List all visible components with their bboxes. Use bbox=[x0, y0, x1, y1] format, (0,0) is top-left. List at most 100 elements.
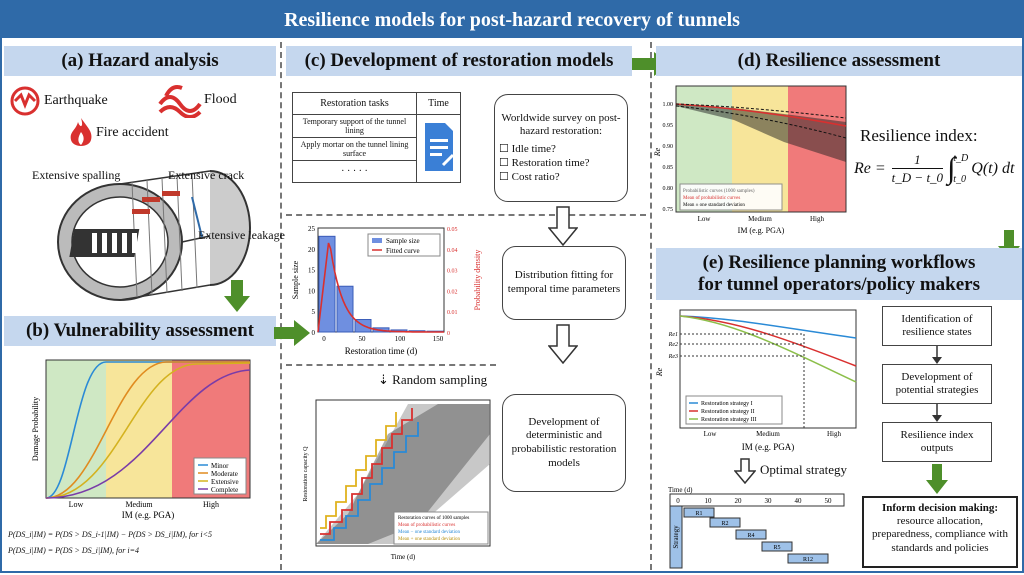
workflow-arrow-1 bbox=[932, 346, 942, 364]
flood-icon bbox=[158, 85, 202, 118]
histogram-bar bbox=[336, 285, 354, 333]
histogram-y2tick: 0 bbox=[447, 331, 450, 337]
fragility-legend-complete: Complete bbox=[211, 486, 238, 494]
histogram-chart: 0 5 10 15 20 25 0 0.01 0.02 0.03 0.04 0.05 0 50 100 150… bbox=[288, 220, 488, 360]
histogram-xtick: 0 bbox=[322, 335, 326, 343]
resilience-svg: 1.00 0.95 0.90 0.85 0.80 0.75 Probabilis… bbox=[653, 85, 847, 235]
formula-lower: t_0 bbox=[953, 174, 967, 185]
planning-strategy-2 bbox=[679, 315, 857, 367]
workflow-step-3: Resilience index outputs bbox=[882, 422, 992, 462]
histogram-ylabel-left: Sample size bbox=[291, 260, 300, 299]
restoration-legend-4: Mean + one standard deviation bbox=[398, 537, 460, 542]
planning-tick-low: Low bbox=[704, 430, 718, 438]
survey-item-1-label: Idle time? bbox=[511, 143, 556, 156]
planning-chart: Re1 Re2 Re3 Restoration strategy I Resto… bbox=[654, 304, 860, 456]
gantt-col-3: 30 bbox=[765, 497, 773, 505]
section-d-title: (d) Resilience assessment bbox=[656, 46, 1022, 76]
right-arrow-b bbox=[274, 320, 310, 346]
resilience-legend-2: Mean of probabilistic curves bbox=[683, 196, 740, 201]
resilience-tick-medium: Medium bbox=[748, 215, 772, 223]
workflow-step-1: Identification of resilience states bbox=[882, 306, 992, 346]
fragility-legend-minor: Minor bbox=[211, 462, 229, 470]
histogram-ytick: 20 bbox=[308, 246, 316, 254]
table-row-3: · · · · · bbox=[292, 160, 417, 183]
fragility-chart: Minor Moderate Extensive Complete Low Me… bbox=[16, 354, 256, 522]
resilience-ytick-3: 0.85 bbox=[663, 165, 674, 171]
gantt-task-4-label: R5 bbox=[773, 545, 780, 551]
fragility-curve-minor bbox=[45, 361, 250, 499]
restoration-minus-sd-curve bbox=[320, 422, 419, 541]
gantt-task-1-label: R1 bbox=[695, 511, 702, 517]
survey-title: Worldwide survey on post-hazard restorat… bbox=[501, 111, 621, 138]
histogram-y2tick: 0.05 bbox=[447, 227, 458, 233]
hazard-fire: Fire accident bbox=[66, 116, 169, 150]
hollow-arrow-2 bbox=[548, 324, 578, 364]
divider-c-1 bbox=[286, 214, 646, 216]
survey-item-2: ☐ Restoration time? bbox=[499, 156, 590, 169]
gantt-side bbox=[669, 505, 683, 569]
resilience-chart: 1.00 0.95 0.90 0.85 0.80 0.75 Probabilis… bbox=[653, 82, 850, 238]
planning-re3: Re3 bbox=[668, 354, 678, 360]
resilience-legend-1: Probabilistic curves (1000 samples) bbox=[683, 189, 755, 194]
formula-integral: ∫ t_D t_0 Q(t) dt bbox=[947, 153, 1014, 185]
gantt-header-label: Time (d) bbox=[668, 486, 693, 494]
deterministic-box: Development of deterministic and probabi… bbox=[502, 394, 626, 492]
restoration-ylabel: Restoration capacity Q bbox=[303, 446, 309, 502]
table-header-tasks: Restoration tasks bbox=[292, 92, 417, 115]
planning-legend-1: Restoration strategy I bbox=[701, 401, 753, 407]
planning-re1: Re1 bbox=[668, 332, 678, 338]
gantt-col-0: 0 bbox=[676, 497, 680, 505]
resilience-index-label: Resilience index: bbox=[860, 126, 978, 145]
histogram-ytick: 5 bbox=[312, 308, 316, 316]
gantt-col-2: 20 bbox=[735, 497, 743, 505]
resilience-upper-sd bbox=[675, 103, 847, 119]
down-arrow-a bbox=[224, 280, 250, 312]
survey-item-3: ☐ Cost ratio? bbox=[499, 170, 560, 183]
survey-item-1: ☐ Idle time? bbox=[499, 143, 556, 156]
survey-box: Worldwide survey on post-hazard restorat… bbox=[494, 94, 628, 202]
histogram-ytick: 25 bbox=[308, 225, 316, 233]
section-b-title: (b) Vulnerability assessment bbox=[4, 316, 276, 346]
histogram-bar bbox=[318, 235, 336, 333]
fragility-curve-extensive bbox=[45, 362, 251, 499]
gantt-task-1 bbox=[683, 507, 715, 518]
resilience-tick-low: Low bbox=[698, 215, 712, 223]
restoration-core-band bbox=[316, 404, 490, 544]
section-c-title: (c) Development of restoration models bbox=[286, 46, 632, 76]
resilience-ytick-1: 0.95 bbox=[663, 123, 674, 129]
histogram-y2tick: 0.01 bbox=[447, 310, 458, 316]
histogram-ytick: 10 bbox=[308, 287, 316, 295]
restoration-legend-1: Restoration curves of 1000 samples bbox=[398, 516, 469, 521]
histogram-ylabel-right: Probability density bbox=[473, 250, 482, 311]
fire-icon bbox=[70, 118, 92, 146]
workflow-step-2: Development of potential strategies bbox=[882, 364, 992, 404]
section-e-line1: (e) Resilience planning workflows bbox=[702, 252, 976, 273]
fragility-legend-extensive: Extensive bbox=[211, 478, 239, 486]
restoration-curve-chart: Restoration curves of 1000 samples Mean … bbox=[298, 394, 494, 564]
planning-tick-medium: Medium bbox=[756, 430, 780, 438]
histogram-y2tick: 0.02 bbox=[447, 289, 458, 295]
earthquake-icon bbox=[10, 86, 40, 116]
earthquake-label: Earthquake bbox=[44, 93, 108, 108]
planning-legend-2: Restoration strategy II bbox=[701, 409, 755, 415]
gantt-task-5-label: R12 bbox=[803, 557, 813, 563]
workflow-arrow-2 bbox=[932, 404, 942, 422]
optimal-strategy-label: Optimal strategy bbox=[760, 462, 848, 477]
gantt-col-4: 40 bbox=[795, 497, 803, 505]
hollow-arrow-1 bbox=[548, 206, 578, 246]
table-header-time: Time bbox=[416, 92, 461, 115]
resilience-legend-box bbox=[679, 183, 783, 211]
label-crack: Extensive crack bbox=[168, 168, 245, 182]
table-time-cell bbox=[416, 114, 461, 183]
gantt-side-label: Strategy bbox=[672, 525, 680, 549]
fragility-legend-moderate: Moderate bbox=[211, 470, 238, 478]
random-sampling-label: ⇣ Random sampling bbox=[378, 372, 488, 387]
gantt-task-2 bbox=[709, 517, 741, 528]
resilience-mean-curve bbox=[675, 103, 847, 127]
restoration-legend-3: Mean − one standard deviation bbox=[398, 530, 460, 535]
histogram-y2tick: 0.04 bbox=[447, 248, 458, 254]
fragility-legend-box bbox=[193, 457, 247, 495]
gantt-task-3-label: R4 bbox=[747, 533, 754, 539]
divider-right bbox=[650, 42, 652, 570]
